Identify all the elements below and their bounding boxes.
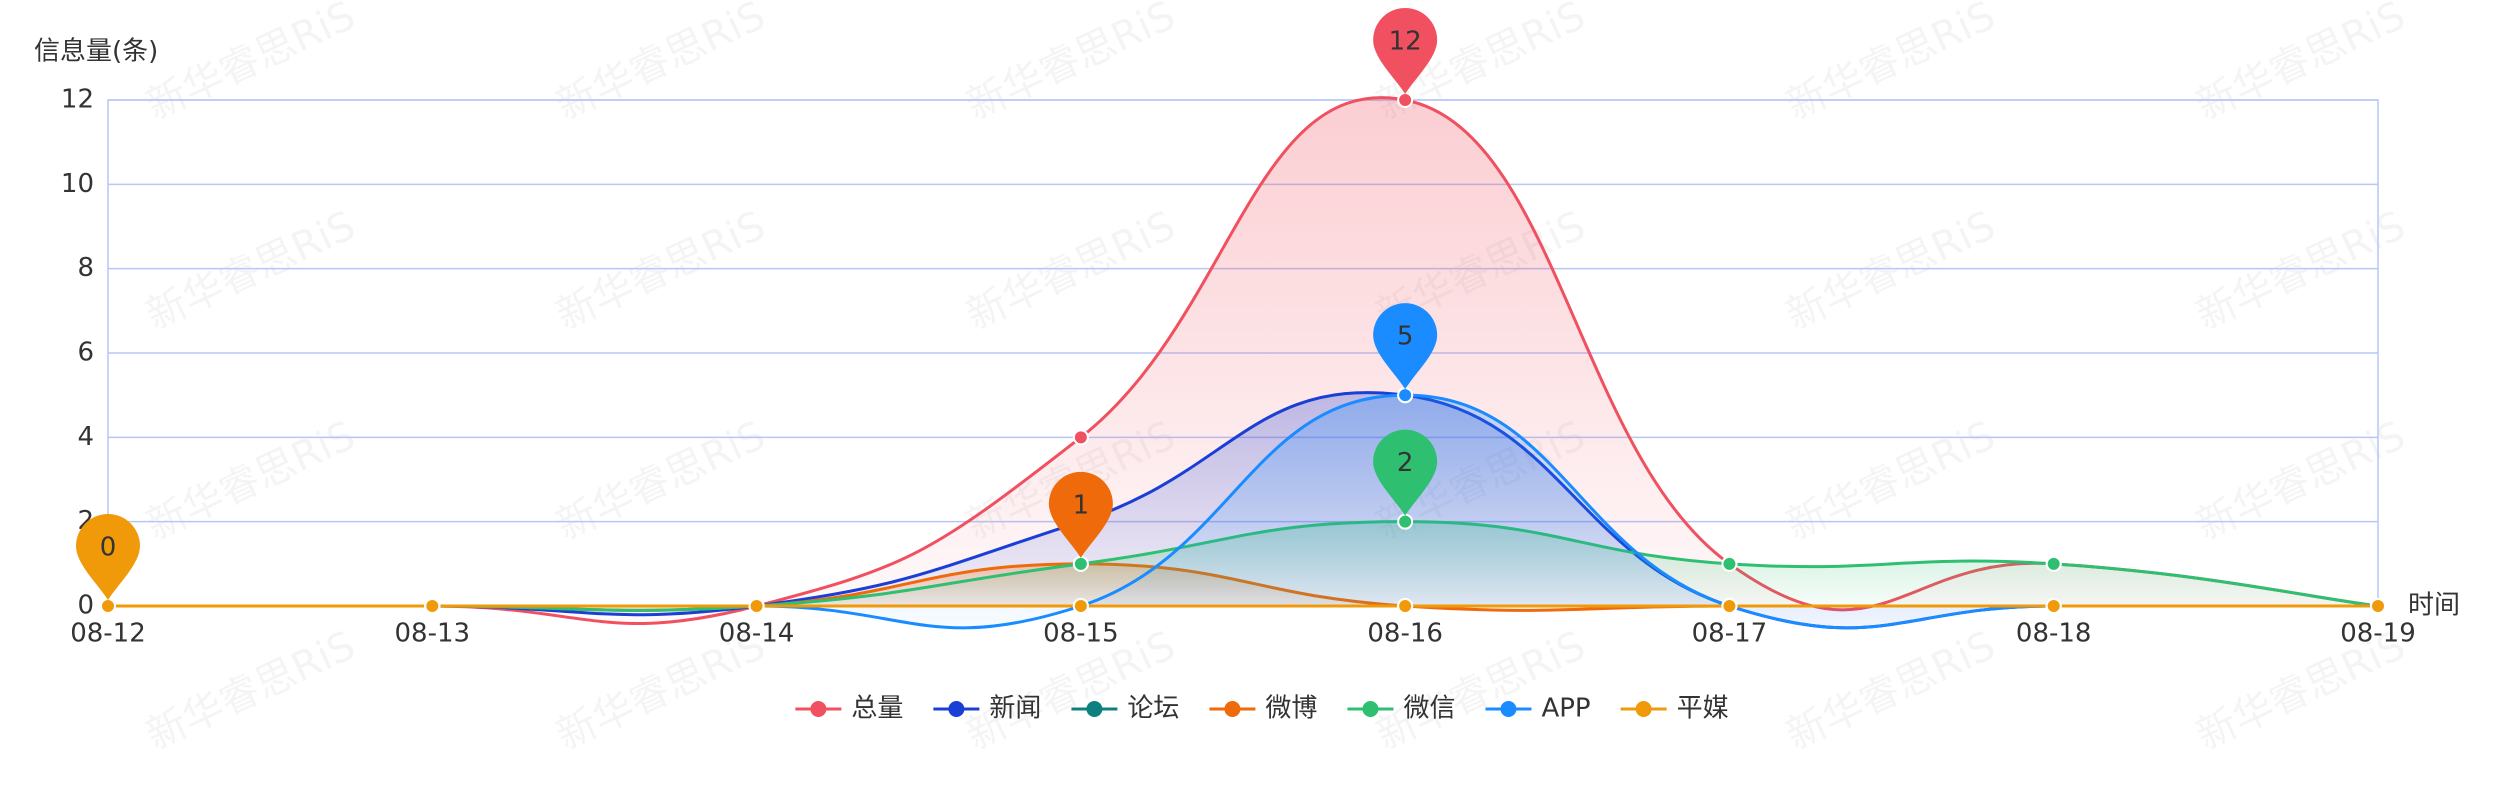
y-tick-label: 4: [77, 422, 94, 452]
data-point: [1397, 387, 1414, 404]
series-area: [108, 395, 2378, 628]
max-pin: [1373, 429, 1438, 516]
x-tick-label: 08-13: [395, 619, 471, 649]
legend-icon-dot: [1500, 701, 1517, 717]
data-point: [100, 598, 116, 614]
watermark-text: 新华睿思RiS: [1779, 203, 2002, 339]
legend-icon-dot: [1224, 701, 1241, 717]
legend-item: 新闻: [933, 694, 1041, 724]
x-tick-label: 08-17: [1692, 619, 1768, 649]
y-axis-label: 信息量(条): [34, 37, 158, 67]
watermark-text: 新华睿思RiS: [139, 413, 362, 549]
x-tick-label: 08-12: [70, 619, 146, 649]
watermark-text: 新华睿思RiS: [1779, 413, 2002, 549]
x-tick-label: 08-19: [2340, 619, 2416, 649]
legend-icon-dot: [810, 701, 827, 717]
y-tick-label: 0: [77, 591, 94, 621]
watermark-text: 新华睿思RiS: [549, 203, 772, 339]
legend-item: 论坛: [1071, 694, 1179, 724]
data-point: [1721, 555, 1738, 572]
data-point: [2045, 598, 2062, 614]
y-tick-label: 8: [77, 253, 94, 283]
legend-label: APP: [1541, 694, 1590, 724]
x-axis-label: 时间: [2408, 591, 2460, 621]
x-tick-label: 08-15: [1043, 619, 1119, 649]
data-point: [424, 598, 441, 614]
max-pin-label: 0: [100, 533, 117, 563]
data-point: [1397, 513, 1414, 530]
watermark-text: 新华睿思RiS: [549, 413, 772, 549]
watermark-text: 新华睿思RiS: [1779, 0, 2002, 129]
legend: 总量 新闻 论坛 微博 微信 APP 平媒: [795, 694, 1729, 724]
legend-item: 微信: [1347, 694, 1455, 724]
legend-label: 平媒: [1677, 694, 1729, 724]
legend-icon-dot: [948, 701, 965, 717]
data-point: [1072, 429, 1089, 446]
watermark-text: 新华睿思RiS: [139, 0, 362, 129]
data-point: [748, 598, 765, 614]
watermark-text: 新华睿思RiS: [549, 0, 772, 129]
max-pin: [76, 514, 140, 600]
legend-item: 总量: [795, 694, 903, 724]
series-area: [108, 97, 2378, 624]
x-tick-label: 08-16: [1367, 619, 1443, 649]
data-point: [1397, 598, 1414, 614]
legend-item: 微博: [1209, 694, 1317, 724]
watermark-text: 新华睿思RiS: [1779, 623, 2002, 759]
legend-label: 微信: [1403, 694, 1455, 724]
data-point: [1072, 598, 1089, 614]
data-point: [1072, 555, 1089, 572]
y-tick-label: 12: [61, 85, 94, 115]
legend-label: 微博: [1265, 694, 1317, 724]
max-pin: [1048, 471, 1113, 558]
legend-label: 论坛: [1127, 694, 1179, 724]
watermark-text: 新华睿思RiS: [139, 623, 362, 759]
watermark-text: 新华睿思RiS: [139, 203, 362, 339]
watermark-text: 新华睿思RiS: [959, 0, 1182, 129]
x-tick-label: 08-18: [2016, 619, 2092, 649]
legend-item: APP: [1485, 694, 1591, 724]
legend-label: 总量: [851, 694, 903, 724]
y-tick-label: 10: [61, 169, 94, 199]
max-pin-label: 1: [1073, 490, 1090, 520]
max-pin-label: 2: [1397, 448, 1414, 478]
legend-icon-dot: [1635, 701, 1652, 717]
legend-icon-dot: [1086, 701, 1103, 717]
data-point: [2045, 555, 2062, 572]
max-pin: [1373, 303, 1438, 390]
max-pin-label: 5: [1397, 322, 1414, 352]
x-tick-label: 08-14: [719, 619, 795, 649]
data-point: [1721, 598, 1738, 614]
data-point: [2370, 598, 2386, 614]
max-pin: [1373, 8, 1438, 94]
legend-item: 平媒: [1620, 694, 1729, 724]
legend-label: 新闻: [989, 694, 1041, 724]
y-tick-label: 6: [77, 338, 94, 368]
watermark-text: 新华睿思RiS: [959, 203, 1182, 339]
legend-icon-dot: [1362, 701, 1379, 717]
data-point: [1397, 92, 1414, 108]
max-pin-label: 12: [1389, 27, 1422, 57]
